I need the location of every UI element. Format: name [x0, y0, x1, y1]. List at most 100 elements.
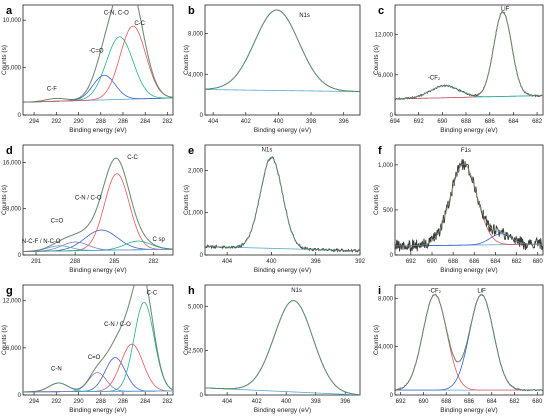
peak-annotation: C sp: [152, 237, 165, 243]
x-tick-label: 684: [490, 259, 501, 265]
x-tick-label: 680: [533, 259, 544, 265]
peak-annotation: N-C-F / N-C-O: [22, 239, 61, 245]
fit-component: [205, 157, 360, 252]
peak-annotation: -C=O: [89, 48, 104, 54]
plot-area: [23, 285, 173, 393]
peak-annotation: N1s: [291, 288, 302, 294]
y-tick-label: 8,000: [188, 32, 204, 38]
panel-letter: d: [6, 145, 13, 157]
x-axis-label: Binding energy (eV): [440, 407, 497, 414]
x-tick-label: 286: [118, 119, 129, 125]
panel-letter: g: [6, 285, 13, 297]
x-tick-label: 292: [51, 119, 62, 125]
x-axis-label: Binding energy (eV): [69, 127, 126, 134]
x-tick-label: 686: [469, 259, 480, 265]
x-tick-label: 288: [96, 399, 107, 405]
plot-frame: [204, 284, 361, 396]
x-tick-label: 682: [532, 119, 543, 125]
y-tick-label: 5,000: [6, 66, 22, 72]
x-tick-label: 402: [241, 119, 252, 125]
panel-e: 404 400 396 392 0 1,000 2,000 Binding energy (e…: [183, 144, 366, 274]
fit-component: [395, 294, 543, 391]
x-tick-label: 398: [306, 119, 317, 125]
x-tick-label: 282: [148, 259, 159, 265]
x-tick-label: 284: [140, 399, 151, 405]
panel-i: 692 690 688 686 684 682 680 0 4,000 8,000 Binding …: [373, 284, 544, 414]
panel-h: 404 402 400 398 396 0 2,500 5,000 Binding energy…: [183, 284, 361, 414]
y-tick-label: 16,000: [3, 160, 22, 166]
plot-frame: [22, 284, 174, 396]
peak-annotation: N1s: [299, 13, 310, 19]
x-tick-label: 688: [441, 399, 452, 405]
peak-annotation: -CF₂: [428, 75, 441, 81]
panel-a: 294 292 290 288 286 284 282 0 5,000 10,000 Binding…: [1, 4, 174, 134]
plot-area: [205, 156, 360, 253]
panel-letter: b: [188, 5, 195, 17]
fit-envelope: [23, 157, 173, 252]
fit-envelope: [205, 157, 360, 252]
fit-component: [395, 294, 543, 391]
y-tick-label: 6,000: [378, 73, 394, 79]
fit-envelope: [395, 294, 543, 391]
x-tick-label: 285: [109, 259, 120, 265]
panel-letter: h: [188, 285, 195, 297]
x-tick-label: 684: [487, 399, 498, 405]
peak-annotation: C-C: [147, 290, 158, 296]
x-axis-label: Binding energy (eV): [254, 127, 311, 134]
y-tick-label: 0: [200, 253, 204, 259]
background-line: [205, 89, 360, 92]
panel-letter: f: [378, 145, 382, 157]
y-axis-label: Counts (s): [1, 45, 8, 75]
x-tick-label: 392: [355, 259, 366, 265]
y-tick-label: 5,000: [188, 304, 204, 310]
panel-letter: a: [6, 5, 13, 17]
x-tick-label: 288: [96, 119, 107, 125]
plot-area: [205, 300, 360, 395]
fit-component: [23, 372, 173, 393]
y-tick-label: 4,000: [378, 345, 394, 351]
y-tick-label: 0: [18, 393, 22, 399]
plot-frame: [394, 144, 544, 256]
plot-frame: [394, 284, 544, 396]
plot-area: [23, 157, 173, 252]
x-tick-label: 290: [74, 399, 85, 405]
peak-annotation: C-N: [51, 367, 62, 373]
peak-annotation: C-C: [134, 21, 145, 27]
x-axis-label: Binding energy (eV): [440, 127, 497, 134]
peak-annotation: C=O: [88, 355, 101, 361]
x-tick-label: 291: [31, 259, 42, 265]
y-tick-label: 0: [390, 113, 394, 119]
y-axis-label: Counts (s): [373, 185, 380, 215]
y-tick-label: 12,000: [375, 33, 394, 39]
peak-annotation: -CF₂: [429, 288, 442, 294]
peak-annotation: F1s: [461, 148, 471, 154]
x-tick-label: 400: [273, 119, 284, 125]
fit-component: [23, 302, 173, 393]
panel-f: 692 690 688 686 684 682 680 0 500 1,000 Binding en…: [373, 144, 544, 274]
y-tick-label: 0: [200, 113, 204, 119]
x-tick-label: 682: [512, 259, 523, 265]
x-tick-label: 692: [414, 119, 425, 125]
fit-component: [23, 245, 173, 252]
x-tick-label: 398: [311, 399, 322, 405]
x-tick-label: 294: [29, 399, 40, 405]
x-tick-label: 686: [485, 119, 496, 125]
peak-annotation: C-C: [127, 155, 138, 161]
x-tick-label: 400: [266, 259, 277, 265]
peak-annotation: C-N / C-O: [104, 322, 131, 328]
x-tick-label: 686: [464, 399, 475, 405]
panel-b: 404 402 400 398 396 0 4,000 8,000 Binding energy…: [183, 4, 361, 134]
measured-spectrum: [205, 156, 360, 253]
panel-g: 294 292 290 288 286 284 282 0 6,000 12,000 Binding…: [1, 284, 174, 414]
fit-component: [395, 163, 543, 247]
x-tick-label: 688: [448, 259, 459, 265]
y-axis-label: Counts (s): [183, 325, 190, 355]
x-tick-label: 692: [406, 259, 417, 265]
x-axis-label: Binding energy (eV): [254, 407, 311, 414]
plot-frame: [204, 144, 361, 256]
y-tick-label: 0: [18, 253, 22, 259]
x-tick-label: 294: [29, 119, 40, 125]
fit-component: [23, 25, 173, 103]
fit-component: [23, 357, 173, 393]
y-tick-label: 0: [390, 253, 394, 259]
